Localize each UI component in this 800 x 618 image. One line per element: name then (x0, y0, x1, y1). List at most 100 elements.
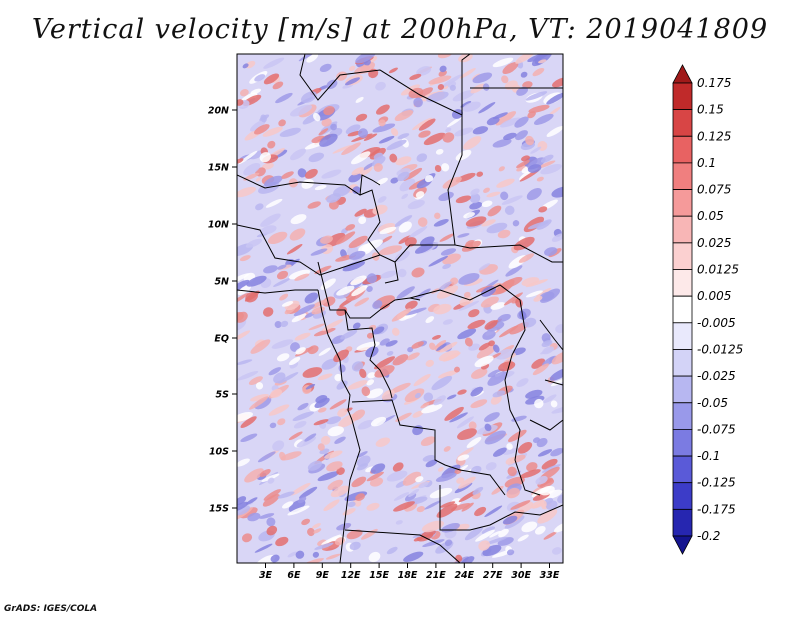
field-cell (306, 54, 319, 63)
field-cell (255, 382, 264, 390)
field-cell (356, 463, 369, 471)
field-cell (262, 493, 280, 507)
colorbar-label: 0.0125 (697, 263, 739, 277)
field-cell (486, 191, 501, 198)
field-cell (290, 148, 306, 161)
field-cell (411, 341, 424, 349)
field-cell (355, 113, 368, 122)
field-cell (438, 350, 460, 362)
field-cell (263, 57, 285, 69)
field-cell (370, 463, 386, 474)
field-cell (363, 162, 375, 171)
boundary-car (394, 244, 521, 301)
field-cell (433, 395, 446, 406)
field-cell (460, 100, 472, 108)
coastline-gabon (317, 289, 353, 421)
field-cell (441, 163, 450, 172)
field-cell (352, 186, 361, 194)
field-cell (245, 291, 258, 303)
field-cell (261, 473, 280, 483)
field-cell (263, 489, 281, 501)
field-cell (352, 322, 361, 330)
field-cell (345, 124, 361, 135)
field-cell (329, 399, 347, 410)
lat-label: 5N (214, 277, 229, 288)
field-cell (381, 235, 393, 243)
field-cell (254, 543, 273, 553)
field-cell (301, 91, 317, 104)
field-cell (541, 333, 551, 343)
field-cell (457, 428, 477, 441)
field-cell (318, 128, 329, 136)
field-cell (487, 205, 502, 217)
field-cell (478, 540, 491, 551)
field-cell (551, 186, 563, 198)
lon-label: 12E (341, 570, 361, 581)
field-cell (421, 530, 436, 538)
field-cell (237, 311, 248, 323)
grads-credit: GrADS: IGES/COLA (4, 604, 98, 614)
field-cell (461, 240, 481, 252)
field-cell (551, 351, 563, 365)
field-cell (336, 523, 352, 531)
field-cell (454, 127, 474, 137)
field-cell (376, 104, 390, 115)
field-cell (394, 250, 410, 262)
field-cell (507, 429, 527, 443)
field-cell (534, 398, 544, 409)
field-cell (504, 205, 515, 215)
field-cell (497, 229, 511, 239)
field-cell (492, 447, 507, 457)
colorbar-bottom-arrow (672, 535, 693, 555)
field-cell (413, 97, 423, 108)
field-cell (412, 410, 424, 418)
lon-label: 27E (483, 570, 503, 581)
lat-label: 10N (208, 220, 229, 231)
field-cell (443, 446, 451, 452)
field-cell (503, 132, 517, 140)
field-cell (532, 363, 550, 376)
field-cell (481, 219, 496, 227)
field-cell (280, 320, 289, 328)
field-cell (423, 392, 434, 402)
field-cell (336, 380, 348, 390)
field-cell (237, 501, 249, 512)
field-cell (555, 324, 563, 334)
field-cell (438, 370, 458, 379)
field-cell (539, 291, 555, 302)
field-cell (549, 106, 561, 116)
field-cell (538, 206, 548, 213)
field-cell (450, 503, 471, 511)
field-cell (255, 554, 276, 563)
field-cell (378, 135, 395, 144)
field-cell (522, 81, 533, 89)
field-cell (367, 372, 376, 379)
chart-title: Vertical velocity [m/s] at 200hPa, VT: 2… (31, 14, 769, 45)
field-cell (425, 359, 434, 367)
field-cell (240, 433, 258, 443)
field-cell (388, 67, 398, 74)
field-cell (438, 191, 454, 201)
field-cell (307, 201, 321, 209)
field-cell (242, 63, 249, 69)
field-cell (481, 200, 493, 208)
field-cell (537, 508, 558, 524)
field-cell (398, 235, 412, 244)
field-cell (345, 224, 356, 231)
field-cell (506, 443, 513, 450)
colorbar-swatch (672, 189, 693, 217)
field-cell (374, 365, 395, 378)
field-cell (265, 198, 283, 208)
field-cell (297, 168, 307, 178)
field-cell (380, 270, 397, 279)
lon-label: 21E (426, 570, 446, 581)
field-cell (395, 412, 412, 422)
field-cell (378, 245, 403, 256)
field-cell (301, 518, 311, 526)
field-cell (294, 273, 310, 281)
field-cell (395, 156, 412, 166)
field-cell (495, 349, 514, 360)
lat-label: 15S (209, 504, 229, 515)
field-cell (391, 308, 412, 322)
field-cell (516, 378, 529, 388)
